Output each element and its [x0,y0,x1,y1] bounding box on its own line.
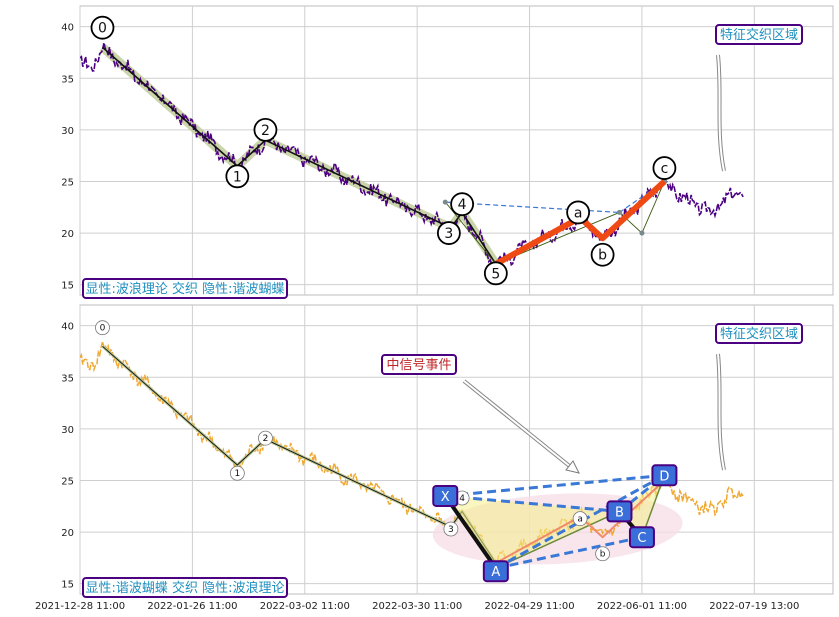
top-y-tick-label: 30 [61,126,74,137]
wave-point-4-label: 4 [458,197,467,213]
harmonic-dashed-connector [495,473,666,570]
top-caption-box [82,278,288,299]
signal-arrow-head [565,460,580,474]
harmonic-point-C-box [628,526,655,549]
harmonic-dashed-connector [445,494,620,513]
bottom-y-tick-label: 20 [61,528,74,539]
bottom-annotation-label: 特征交织区域 [720,326,798,342]
top-annotation-label: 特征交织区域 [720,27,798,43]
harmonic-point-X-label: X [441,490,450,505]
wave-point-3-label: 3 [444,226,453,242]
abc-point-b-marker [590,242,615,267]
harmonic-point-A-label: A [491,565,500,580]
wave-point-1-label: 1 [233,169,242,185]
wave-point-1-label: 1 [234,469,240,479]
x-tick-label: 2022-04-29 11:00 [484,601,574,612]
bottom-annotation-arrow-inner [717,353,725,471]
wave-point-5-label: 5 [491,266,500,282]
bottom-y-tick-label: 40 [61,322,74,333]
harmonic-leg [495,510,620,569]
x-tick-label: 2022-07-19 13:00 [709,601,799,612]
harmonic-point-D-label: D [659,469,669,484]
abc-hidden-line [495,479,666,564]
wave-point-0-marker [95,320,110,336]
top-annotation-arrow-inner [717,54,725,172]
abc-point-b-label: b [598,248,607,264]
x-tick-label: 2022-01-26 11:00 [147,601,237,612]
wave-point-2-label: 2 [263,434,269,444]
harmonic-dashed-connector [495,535,643,570]
top-y-tick-label: 25 [61,177,74,188]
abc-point-b-marker [595,546,611,562]
abc-point-a-label: a [577,515,583,525]
top-y-tick-label: 20 [61,229,74,240]
harmonic-hidden-point [639,230,645,236]
top-y-tick-label: 15 [61,281,74,292]
x-tick-label: 2021-12-28 11:00 [35,601,125,612]
x-tick-label: 2022-03-30 11:00 [372,601,462,612]
wave-point-2-label: 2 [261,123,270,139]
bottom-caption-box [82,577,288,598]
abc-point-c-label: c [661,161,669,177]
harmonic-hidden-point [616,209,622,215]
bottom-y-tick-label: 30 [61,425,74,436]
top-y-tick-label: 35 [61,74,74,85]
abc-point-b-label: b [600,550,606,560]
abc-correction-line [494,179,667,267]
abc-point-a-marker [572,511,588,527]
wave-structure-line [101,46,497,265]
abc-point-c-marker [652,156,677,180]
harmonic-hidden-point [442,199,448,205]
bottom-y-tick-label: 35 [61,373,74,384]
bottom-panel: 15 20 25 30 35 40 0 1 2 3 4 a b X A BC D 中信号事件 特征交织区域显性:谐波… [61,304,834,598]
bottom-plot-content: 0 1 2 3 4 a b X A BC D [80,320,744,583]
wave-point-1-marker [229,465,245,481]
bottom-y-tick-label: 15 [61,580,74,591]
wave-point-3-marker [436,221,461,245]
x-tick-label: 2022-06-01 11:00 [597,601,687,612]
harmonic-point-B-box [606,500,633,523]
top-y-tick-label: 40 [61,23,74,34]
harmonic-point-D-box [651,464,678,487]
x-tick-label: 2022-03-02 11:00 [260,601,350,612]
wave-point-3-marker [443,521,459,537]
harmonic-point-C-label: C [637,531,646,546]
harmonic-dashed-connector [445,473,665,498]
top-caption: 显性:波浪理论 交织 隐性:谐波蝴蝶 [85,281,284,297]
abc-point-a-label: a [574,205,583,221]
harmonic-point-A-box [482,560,509,583]
wave-point-4-marker [450,192,475,217]
wave-point-0-label: 0 [98,21,107,37]
wave-point-1-marker [225,164,250,189]
abc-point-a-marker [566,200,591,225]
signal-event-label-box [381,354,457,375]
harmonic-hidden-dash [619,180,665,213]
harmonic-leg [443,494,498,570]
wave-point-0-label: 0 [100,324,106,334]
harmonic-point-B-label: B [615,505,624,520]
top-plot-content: 0 1 2 34 5 a b c [80,15,744,286]
bottom-annotation-label-box [715,323,803,344]
wave-point-4-label: 4 [459,494,465,504]
top-annotation-label-box [715,24,803,45]
wave-point-5-marker [483,261,508,286]
top-plot-area [79,5,834,296]
wave-point-2-marker [253,117,278,142]
wave-point-3-label: 3 [448,525,454,535]
bottom-caption: 显性:谐波蝴蝶 交织 隐性:波浪理论 [85,580,284,596]
bottom-y-tick-label: 25 [61,476,74,487]
harmonic-hidden-dash [445,201,620,214]
wave-point-2-marker [258,430,273,446]
signal-arrow-shaft-inner [463,380,573,469]
wave-point-0-marker [90,15,115,40]
harmonic-point-X-box [432,484,459,507]
signal-event-label: 中信号事件 [386,358,451,373]
